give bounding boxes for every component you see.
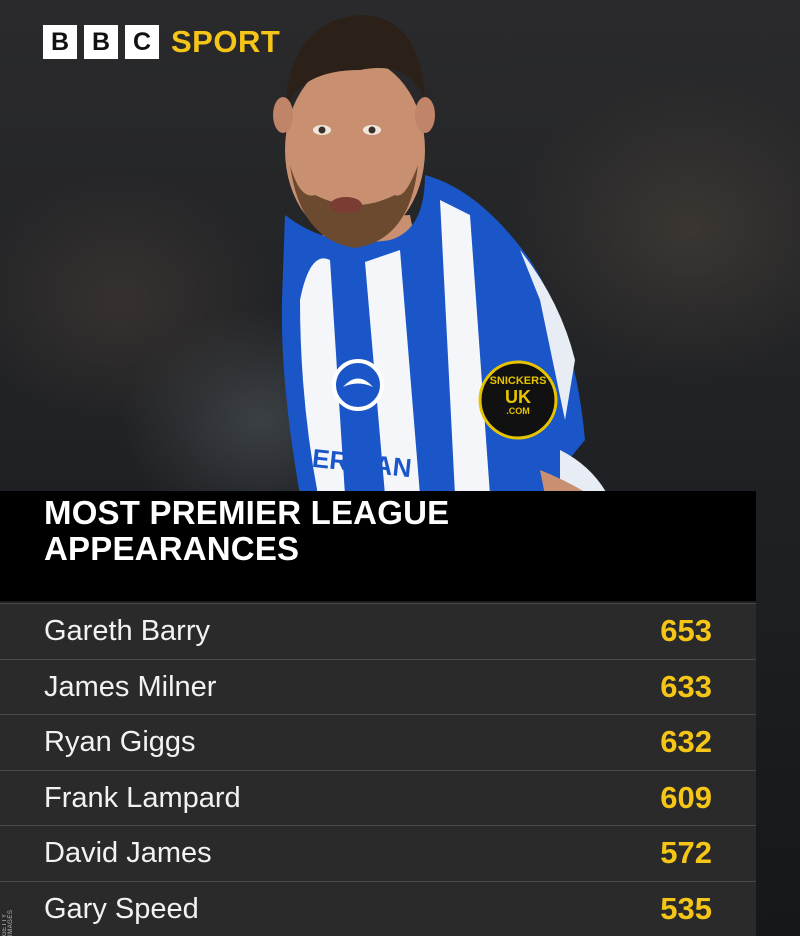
bbc-sport-logo: B B C SPORT — [43, 25, 280, 59]
logo-letter: B — [84, 25, 118, 59]
table-row: James Milner 633 — [0, 658, 756, 714]
table-row: Gareth Barry 653 — [0, 603, 756, 659]
player-name: Gareth Barry — [44, 615, 210, 647]
appearances-table: Gareth Barry 653 James Milner 633 Ryan G… — [0, 603, 756, 936]
sponsor-badge-icon — [478, 360, 558, 440]
player-name: Gary Speed — [44, 892, 199, 925]
appearance-count: 609 — [660, 779, 712, 815]
table-row: David James 572 — [0, 825, 756, 881]
title-panel: MOST PREMIER LEAGUE APPEARANCES — [0, 491, 756, 601]
table-row: Ryan Giggs 632 — [0, 714, 756, 770]
player-name: David James — [44, 837, 212, 869]
appearance-count: 632 — [660, 724, 712, 759]
appearance-count: 572 — [660, 835, 712, 870]
appearance-count: 653 — [660, 613, 712, 648]
player-name: Ryan Giggs — [44, 726, 196, 758]
appearance-count: 633 — [660, 668, 712, 704]
table-row: Frank Lampard 609 — [0, 769, 756, 825]
club-crest-icon — [332, 359, 384, 411]
photo-credit: GETTY IMAGES — [2, 909, 14, 936]
sponsor-badge-text: SNICKERS UK .COM — [489, 375, 547, 416]
appearance-count: 535 — [660, 890, 712, 926]
logo-sport-text: SPORT — [171, 24, 281, 59]
logo-letter: C — [125, 25, 159, 59]
table-row: Gary Speed 535 — [0, 880, 756, 936]
logo-letter: B — [43, 25, 77, 59]
player-name: Frank Lampard — [44, 781, 241, 814]
player-name: James Milner — [44, 670, 217, 703]
graphic-title: MOST PREMIER LEAGUE APPEARANCES — [44, 494, 450, 567]
